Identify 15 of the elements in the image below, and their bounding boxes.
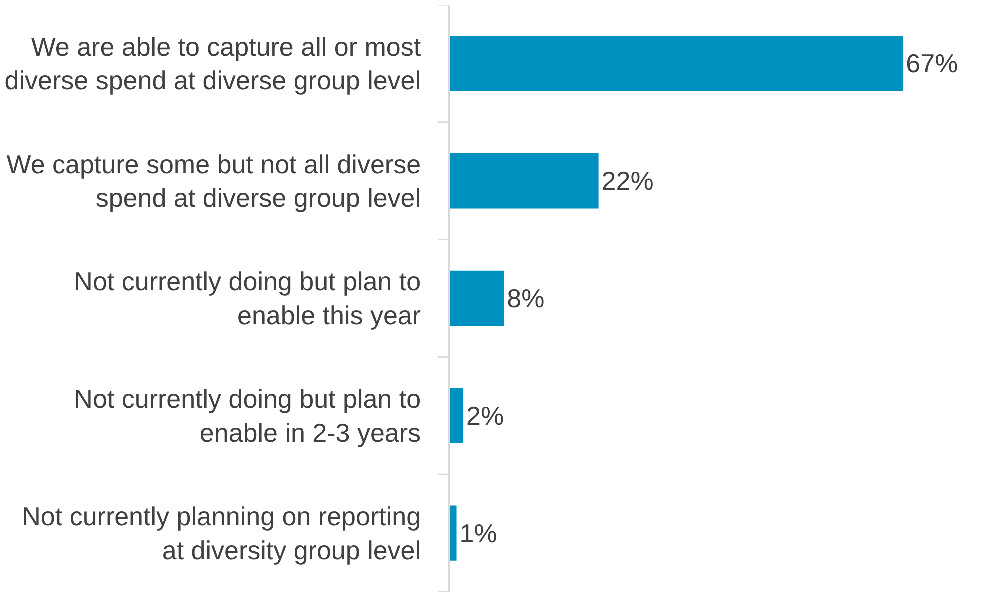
- data-label: 2%: [466, 400, 504, 431]
- data-label: 1%: [460, 518, 498, 548]
- data-label: 8%: [507, 284, 545, 314]
- y-tick-label: We are able to capture all or most diverse spend at diverse group level: [4, 32, 422, 96]
- data-label: 22%: [602, 166, 654, 196]
- bar: [450, 154, 599, 209]
- bar: [450, 36, 904, 92]
- y-tick-label: Not currently doing but plan to enable this year: [74, 266, 422, 330]
- bar: [450, 506, 457, 561]
- bar: [450, 270, 504, 326]
- y-tick-label: Not currently doing but plan to enable in 2-3 years: [74, 384, 422, 448]
- data-label: 67%: [906, 48, 958, 79]
- y-tick-label: Not currently planning on reporting at diversity group level: [22, 502, 422, 566]
- bar: [450, 388, 464, 444]
- y-tick-label: We capture some but not all diverse spend at diverse group level: [6, 149, 422, 214]
